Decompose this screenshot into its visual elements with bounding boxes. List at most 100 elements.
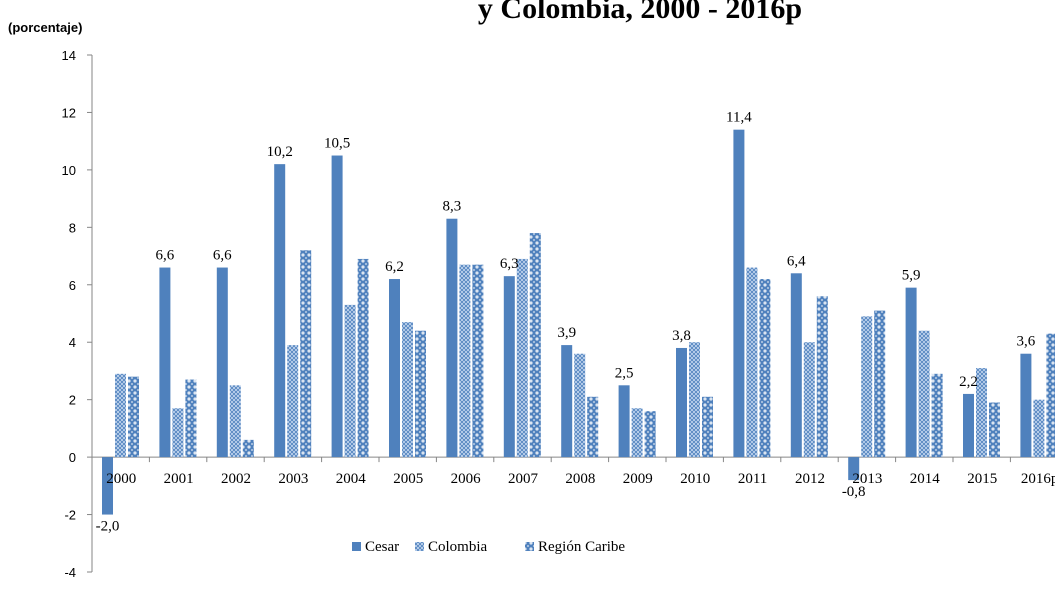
bar-colombia — [172, 408, 184, 458]
legend: Cesar Colombia Región Caribe — [352, 539, 625, 555]
y-tick-label: 14 — [62, 48, 76, 63]
y-tick-label: 4 — [69, 335, 76, 350]
bar-región-caribe — [128, 376, 139, 458]
bar-región-caribe — [185, 379, 197, 458]
y-tick-label: -4 — [64, 565, 76, 580]
bar-región-caribe — [874, 310, 886, 458]
bar-cesar — [1020, 353, 1032, 458]
bar-colombia — [115, 373, 126, 458]
y-axis: -4 -2 0 2 4 6 8 10 12 14 — [62, 48, 1055, 580]
y-axis-label: (porcentaje) — [8, 20, 82, 35]
legend-label: Región Caribe — [538, 539, 625, 555]
bar-región-caribe — [816, 296, 828, 458]
bar-cesar — [446, 218, 458, 458]
bar-cesar — [733, 129, 745, 458]
legend-label: Cesar — [365, 539, 399, 555]
data-label: -2,0 — [96, 519, 120, 535]
y-tick-label: 8 — [69, 220, 76, 235]
bar-colombia — [918, 330, 930, 458]
bar-cesar — [274, 164, 286, 458]
bar-colombia — [689, 342, 700, 458]
bar-región-caribe — [472, 264, 484, 458]
category-label: 2014 — [910, 471, 941, 487]
category-label: 2001 — [164, 471, 194, 487]
bar-región-caribe — [931, 373, 943, 458]
bar-colombia — [402, 322, 413, 458]
category-label: 2008 — [565, 471, 595, 487]
category-label: 2010 — [680, 471, 710, 487]
data-label: 3,8 — [672, 328, 691, 344]
data-label: 6,6 — [213, 248, 232, 264]
bar-colombia — [344, 304, 356, 458]
bar-colombia — [631, 408, 643, 458]
bar-región-caribe — [357, 258, 369, 458]
category-label: 2012 — [795, 471, 825, 487]
data-label: 8,3 — [443, 199, 462, 215]
bar-cesar — [676, 347, 687, 458]
bar-colombia — [861, 316, 873, 458]
data-label: 5,9 — [902, 268, 921, 284]
bar-colombia — [746, 267, 758, 458]
bar-colombia — [1033, 399, 1045, 458]
category-label: 2000 — [106, 471, 136, 487]
legend-swatch — [352, 542, 361, 551]
category-labels: 2000 2001 2002 2003 2004 2005 2006 2007 2008 2009… — [91, 457, 1055, 487]
category-label: 2016p — [1021, 471, 1055, 487]
category-label: 2003 — [278, 471, 308, 487]
chart-title: y Colombia, 2000 - 2016p — [478, 0, 802, 25]
bar-cesar — [102, 457, 113, 515]
category-label: 2005 — [393, 471, 423, 487]
bar-cesar — [503, 276, 515, 458]
data-label: 6,6 — [156, 248, 175, 264]
legend-swatch — [415, 542, 424, 551]
category-label: 2006 — [451, 471, 482, 487]
bar-región-caribe — [415, 330, 426, 458]
data-label: 3,6 — [1017, 334, 1036, 350]
data-label: 3,9 — [557, 325, 576, 341]
bar-región-caribe — [989, 402, 1000, 458]
bar-cesar — [561, 345, 573, 458]
y-tick-label: -2 — [64, 508, 76, 523]
bar-cesar — [905, 287, 917, 458]
y-tick-label: 10 — [62, 163, 76, 178]
data-label: 2,5 — [615, 365, 634, 381]
data-label: 11,4 — [726, 110, 752, 126]
bar-colombia — [574, 353, 586, 458]
y-tick-label: 12 — [62, 105, 76, 120]
category-label: 2013 — [852, 471, 882, 487]
category-label: 2002 — [221, 471, 251, 487]
data-labels: -2,0 6,6 6,6 10,2 10,5 6,2 8,3 6,3 3,9 2,5 3,8 11,4… — [96, 110, 1036, 535]
y-tick-label: 2 — [69, 393, 76, 408]
category-label: 2009 — [623, 471, 653, 487]
bar-región-caribe — [529, 233, 541, 458]
bar-colombia — [287, 345, 299, 458]
bar-colombia — [516, 258, 528, 458]
bar-colombia — [229, 385, 241, 458]
data-label: 6,3 — [500, 256, 519, 272]
bar-región-caribe — [242, 439, 254, 458]
y-tick-label: 0 — [69, 450, 76, 465]
data-label: 6,4 — [787, 253, 806, 269]
bar-región-caribe — [644, 411, 656, 458]
data-label: 10,2 — [267, 144, 293, 160]
bar-cesar — [159, 267, 171, 458]
bar-colombia — [976, 368, 987, 458]
bar-región-caribe — [587, 396, 599, 458]
bar-cesar — [216, 267, 228, 458]
data-label: 6,2 — [385, 259, 404, 275]
bar-colombia — [803, 342, 815, 458]
bar-región-caribe — [300, 250, 312, 458]
bar-cesar — [389, 279, 400, 458]
category-label: 2011 — [738, 471, 767, 487]
bar-región-caribe — [759, 279, 771, 458]
legend-label: Colombia — [428, 539, 488, 555]
category-label: 2007 — [508, 471, 539, 487]
bar-región-caribe — [702, 396, 713, 458]
legend-swatch — [525, 542, 534, 551]
bar-cesar — [618, 385, 630, 458]
bar-cesar — [790, 273, 802, 458]
bar-cesar — [848, 457, 860, 481]
category-label: 2015 — [967, 471, 997, 487]
data-label: 10,5 — [324, 136, 350, 152]
